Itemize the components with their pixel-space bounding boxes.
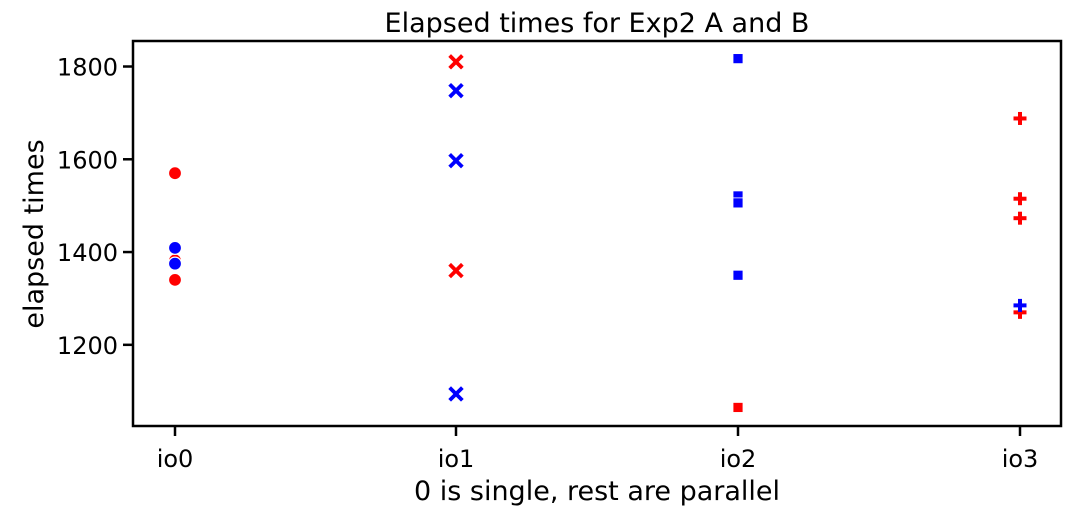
data-point-x bbox=[448, 262, 464, 279]
y-tick-label: 1600 bbox=[57, 146, 118, 174]
plot-frame bbox=[131, 39, 1063, 428]
data-point-x bbox=[448, 54, 464, 70]
data-point-x bbox=[448, 82, 464, 99]
data-point-circle bbox=[167, 240, 183, 255]
data-point-square bbox=[732, 197, 744, 209]
chart-title: Elapsed times for Exp2 A and B bbox=[385, 8, 810, 39]
data-point-x bbox=[448, 386, 464, 402]
data-point-circle bbox=[167, 166, 183, 181]
x-tick-label: io1 bbox=[438, 445, 475, 473]
x-tick-label: io0 bbox=[157, 445, 194, 473]
data-point-square bbox=[732, 53, 744, 65]
data-point-plus bbox=[1013, 211, 1027, 225]
x-tick-label: io2 bbox=[720, 445, 757, 473]
y-tick-label: 1400 bbox=[57, 239, 118, 267]
y-tick-label: 1800 bbox=[57, 54, 118, 82]
data-point-plus bbox=[1013, 298, 1027, 312]
data-point-square bbox=[732, 402, 744, 413]
data-point-x bbox=[448, 152, 464, 169]
y-tick-label: 1200 bbox=[57, 332, 118, 360]
data-point-plus bbox=[1013, 111, 1027, 125]
x-tick-label: io3 bbox=[1002, 445, 1039, 473]
data-point-plus bbox=[1013, 192, 1027, 206]
data-point-circle bbox=[167, 272, 183, 287]
data-point-square bbox=[732, 269, 744, 281]
x-axis-title: 0 is single, rest are parallel bbox=[414, 476, 780, 507]
data-point-circle bbox=[167, 256, 183, 271]
y-axis-title: elapsed times bbox=[19, 139, 50, 328]
